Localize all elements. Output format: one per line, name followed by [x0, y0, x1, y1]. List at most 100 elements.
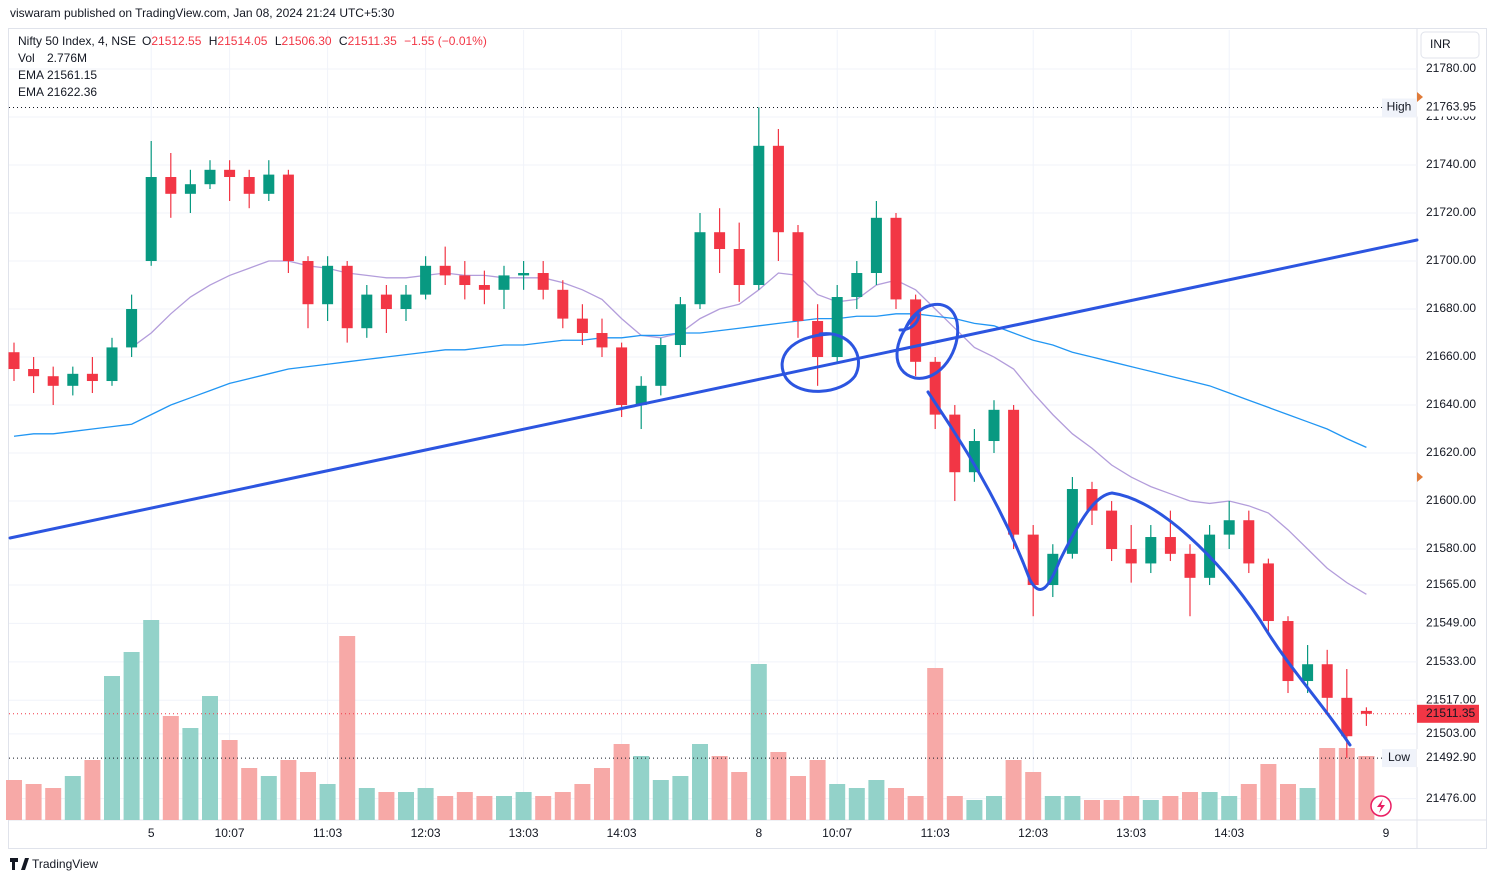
candle-body — [831, 297, 843, 358]
frame — [8, 28, 1487, 849]
volume-bar — [6, 780, 22, 820]
axis-layer: 21780.0021760.0021740.0021720.0021700.00… — [9, 61, 1479, 840]
y-tick-label: 21565.00 — [1426, 577, 1476, 591]
candle-body — [772, 145, 784, 233]
brand-logo — [10, 858, 29, 870]
volume-bar — [398, 792, 414, 820]
candle-body — [1008, 409, 1020, 535]
grid-layer — [9, 30, 1417, 820]
volume-bar — [280, 760, 297, 820]
volume-bar — [1260, 764, 1277, 820]
x-tick-label: 12:03 — [1018, 826, 1048, 840]
candle-body — [1243, 520, 1255, 564]
ema-line — [131, 260, 1367, 595]
price-tag-box — [1382, 98, 1416, 117]
volume-bar — [456, 792, 473, 820]
candle-body — [302, 261, 314, 305]
legend-ohlc: O21512.55 H21514.05 L21506.30 C21511.35 … — [142, 34, 487, 48]
legend-value: 21511.35 — [348, 34, 397, 48]
snap-icon[interactable] — [1370, 795, 1392, 817]
candle-body — [1184, 553, 1196, 578]
candle-body — [1027, 534, 1039, 586]
candle-body — [968, 441, 980, 473]
candle-body — [126, 309, 138, 348]
candle-body — [1164, 537, 1176, 554]
volume-bar — [84, 760, 101, 820]
volume-bar — [692, 744, 708, 820]
icon[interactable] — [1377, 799, 1385, 813]
volume-bar — [437, 796, 454, 820]
candle-body — [459, 275, 471, 286]
volume-bar — [1201, 792, 1218, 820]
annotations — [8, 238, 1419, 747]
candle-body — [1145, 537, 1157, 564]
x-tick-label: 8 — [755, 826, 762, 840]
candle-body — [86, 373, 98, 382]
y-tick-label: 21700.00 — [1426, 253, 1476, 267]
x-tick-label: 9 — [1383, 826, 1390, 840]
volume-bar — [515, 792, 532, 820]
price-label: 21511.35 — [1426, 706, 1475, 720]
legend-tag: O — [142, 34, 151, 48]
volume-bar — [1025, 772, 1042, 820]
volume-bar — [319, 784, 336, 820]
volume-bar — [848, 788, 865, 820]
currency-button[interactable]: INR — [1420, 31, 1480, 59]
candle-body — [1282, 621, 1294, 682]
legend-ema-value: 21622.36 — [47, 85, 97, 99]
volume-bar — [1358, 756, 1375, 820]
x-tick-label: 11:03 — [313, 826, 342, 840]
circle-annotation — [895, 302, 960, 380]
volume-bar — [162, 716, 179, 820]
y-tick-label: 21680.00 — [1426, 301, 1476, 315]
volume-bar — [143, 620, 160, 820]
x-tick-label: 12:03 — [411, 826, 441, 840]
candle-body — [224, 169, 236, 178]
candle-body — [851, 273, 863, 298]
candle-body — [1066, 489, 1078, 554]
candle-body — [812, 321, 824, 358]
legend-ema-value: 21561.15 — [47, 68, 97, 82]
price-label: 21492.90 — [1426, 750, 1476, 764]
x-tick-label: 10:07 — [215, 826, 245, 840]
candle-body — [576, 318, 588, 334]
volume-bar — [1103, 800, 1120, 820]
volume-bar — [652, 780, 669, 820]
volume-bar — [358, 788, 375, 820]
currency-box[interactable] — [1420, 31, 1480, 59]
candle-body — [753, 145, 765, 286]
y-tick-label: 21720.00 — [1426, 205, 1476, 219]
price-label: 21763.95 — [1426, 100, 1476, 114]
volume-bar — [1044, 796, 1061, 820]
circle-annotation — [780, 332, 860, 393]
legend: Nifty 50 Index, 4, NSE O21512.55 H21514.… — [18, 34, 487, 99]
volume-bar — [946, 796, 963, 820]
legend-tag: C — [339, 34, 348, 48]
price-label-box — [1417, 749, 1479, 768]
currency[interactable]: INR — [1430, 37, 1451, 51]
x-tick-label: 10:07 — [822, 826, 852, 840]
volume-bar — [25, 784, 42, 820]
volume-bar — [1182, 792, 1198, 820]
marker — [1417, 472, 1423, 482]
volume-bar — [613, 744, 630, 820]
legend-ema-name: EMA — [18, 85, 44, 99]
candle-layer — [8, 107, 1372, 758]
candle-body — [1086, 489, 1098, 511]
candle-body — [47, 376, 59, 386]
volume-bar — [594, 768, 610, 820]
volume-bar — [260, 776, 277, 820]
volume-bar — [574, 784, 591, 820]
candle-body — [518, 273, 530, 276]
candle-body — [204, 169, 216, 185]
x-tick-label: 13:03 — [1116, 826, 1146, 840]
volume-bar — [1084, 800, 1100, 820]
y-tick-label: 21580.00 — [1426, 541, 1476, 555]
volume-bar — [809, 760, 826, 820]
volume-bar — [123, 652, 140, 820]
volume-bar — [496, 796, 512, 820]
candle-body — [1302, 664, 1314, 682]
candle-body — [537, 273, 549, 290]
volume-bar — [378, 792, 395, 820]
